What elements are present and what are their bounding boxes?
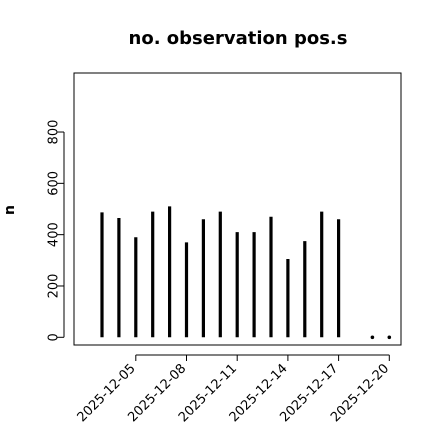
y-tick-label: 800 <box>47 120 62 145</box>
y-tick-label: 400 <box>47 222 62 247</box>
y-axis-label: n <box>2 205 18 215</box>
y-tick-label: 600 <box>47 171 62 196</box>
bars <box>100 206 392 340</box>
y-axis: 0 200 400 600 800 <box>47 120 65 341</box>
y-tick-label: 200 <box>47 274 62 299</box>
zero-marker <box>370 335 375 340</box>
chart-title: no. observation pos.s <box>129 28 348 49</box>
plot-frame <box>73 72 402 346</box>
y-tick-label: 0 <box>47 333 62 341</box>
x-axis: 2025-12-052025-12-082025-12-112025-12-14… <box>75 354 392 425</box>
zero-marker <box>387 335 392 340</box>
